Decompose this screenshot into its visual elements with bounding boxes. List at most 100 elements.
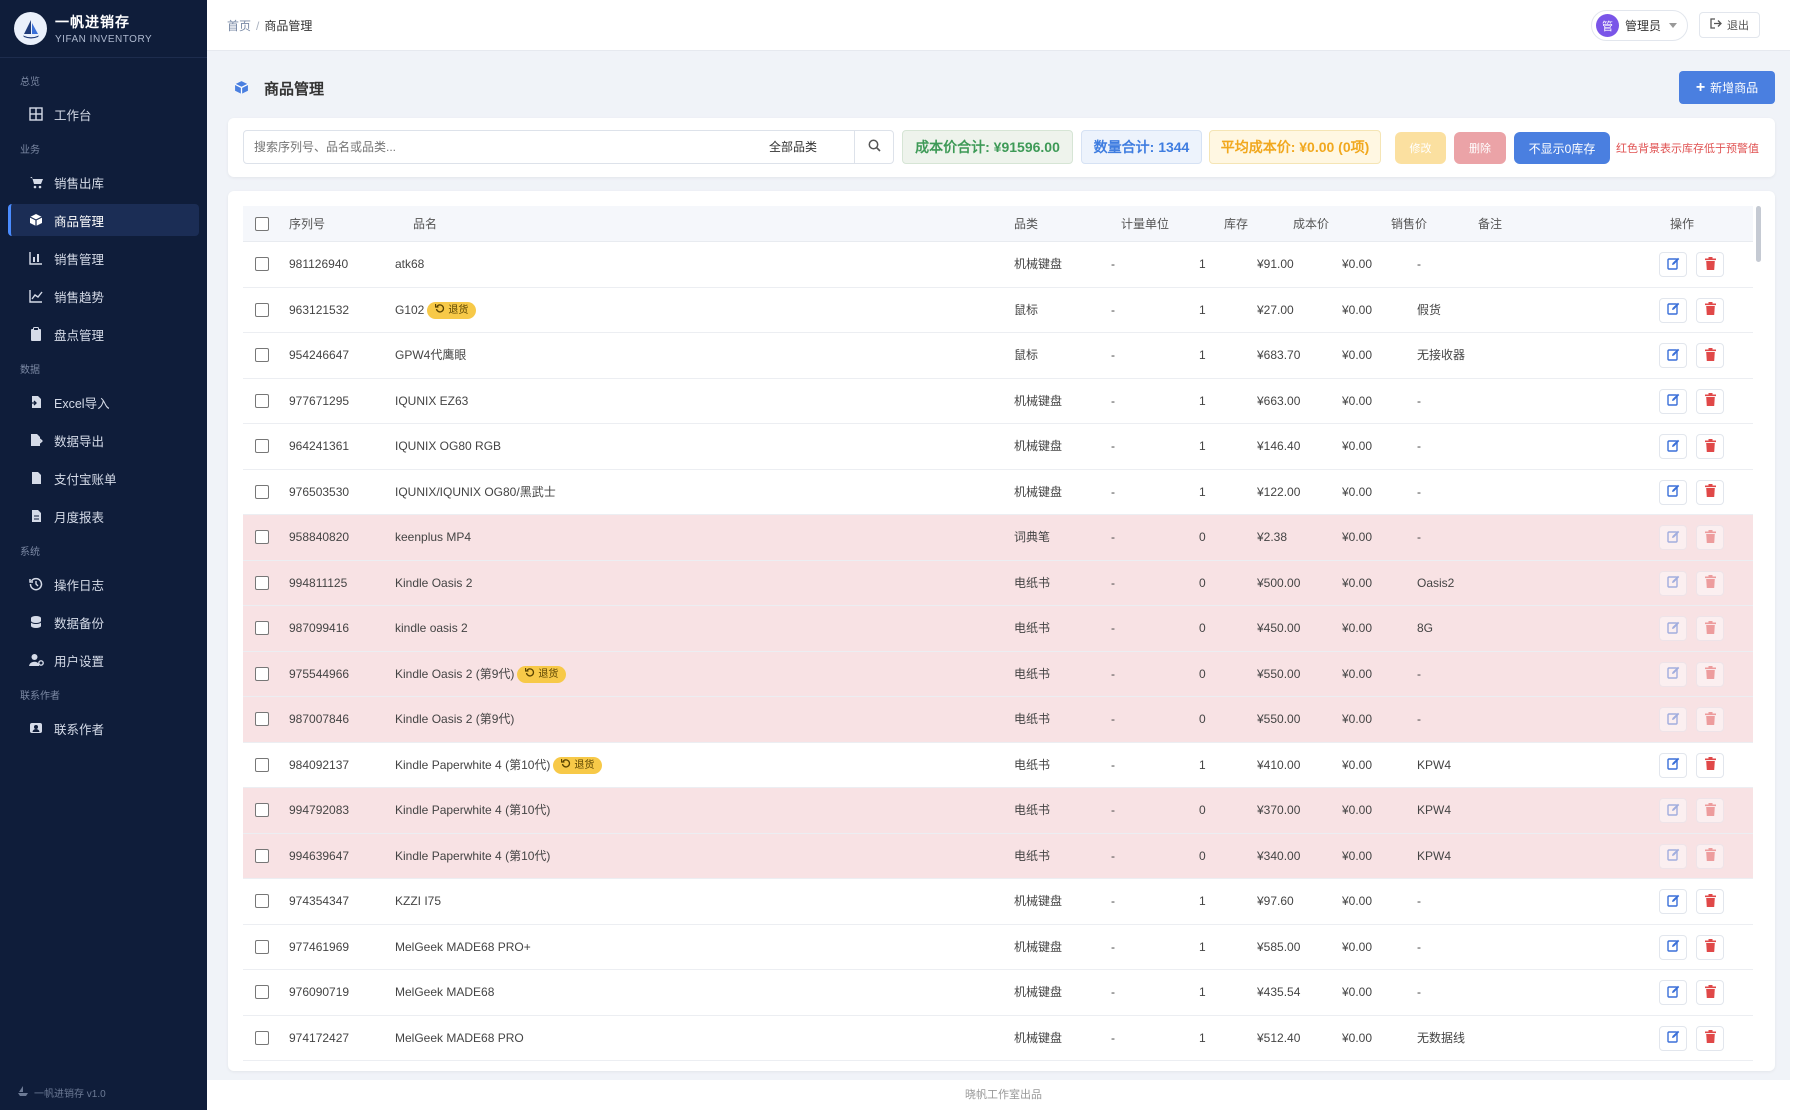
row-checkbox[interactable] xyxy=(255,712,269,726)
sidebar-item-inventory-check[interactable]: 盘点管理 xyxy=(8,318,199,350)
delete-button[interactable] xyxy=(1696,479,1724,505)
sidebar-item-excel-import[interactable]: Excel导入 xyxy=(8,386,199,418)
table-row[interactable]: 994811125 电纸书 - 0 ¥500.00 ¥0.00 Oasis2 Kindle O… xyxy=(243,560,1753,606)
edit-button[interactable] xyxy=(1659,980,1687,1005)
sidebar-item-sales-trend[interactable]: 销售趋势 xyxy=(8,280,199,312)
edit-button[interactable] xyxy=(1659,434,1687,459)
edit-button[interactable] xyxy=(1659,297,1687,323)
row-checkbox[interactable] xyxy=(255,621,269,635)
delete-button[interactable] xyxy=(1696,525,1724,550)
sidebar-item-data-backup[interactable]: 数据备份 xyxy=(8,606,199,638)
row-checkbox[interactable] xyxy=(255,393,269,408)
table-row[interactable]: 958840820 词典笔 - 0 ¥2.38 ¥0.00 - keenplus MP4 xyxy=(243,515,1753,561)
edit-button[interactable] xyxy=(1659,616,1687,641)
delete-button[interactable] xyxy=(1696,252,1724,277)
delete-button[interactable] xyxy=(1696,752,1724,778)
table-row[interactable]: 976090719 机械键盘 - 1 ¥435.54 ¥0.00 - MelGeek MADE… xyxy=(243,970,1753,1016)
delete-button[interactable] xyxy=(1696,661,1724,687)
search-input[interactable] xyxy=(243,130,793,164)
breadcrumb-home[interactable]: 首页 xyxy=(227,18,252,33)
edit-button[interactable] xyxy=(1659,525,1687,550)
hide-zero-stock-button[interactable]: 不显示0库存 xyxy=(1514,132,1610,164)
sidebar-item-data-export[interactable]: 数据导出 xyxy=(8,424,199,456)
search-button[interactable] xyxy=(854,130,894,164)
table-row[interactable]: 964241361 机械键盘 - 1 ¥146.40 ¥0.00 - IQUNIX OG80 … xyxy=(243,424,1753,470)
delete-button[interactable] xyxy=(1696,707,1724,732)
row-checkbox[interactable] xyxy=(255,348,269,362)
table-row[interactable]: 987099416 电纸书 - 0 ¥450.00 ¥0.00 8G kindle oasis… xyxy=(243,606,1753,652)
delete-button[interactable] xyxy=(1696,934,1724,960)
sidebar-item-dashboard[interactable]: 工作台 xyxy=(8,98,199,130)
edit-button[interactable] xyxy=(1659,1025,1687,1051)
row-checkbox[interactable] xyxy=(255,757,269,772)
delete-button[interactable] xyxy=(1696,798,1724,823)
row-checkbox[interactable] xyxy=(255,302,269,317)
row-checkbox[interactable] xyxy=(255,575,269,590)
delete-button[interactable] xyxy=(1696,297,1724,323)
sidebar-item-operation-log[interactable]: 操作日志 xyxy=(8,568,199,600)
sidebar-item-sales-manage[interactable]: 销售管理 xyxy=(8,242,199,274)
table-row[interactable]: 976503530 机械键盘 - 1 ¥122.00 ¥0.00 - IQUNIX/IQUNI… xyxy=(243,469,1753,515)
select-all-checkbox[interactable] xyxy=(255,217,269,231)
table-row[interactable]: 987007846 电纸书 - 0 ¥550.00 ¥0.00 - Kindle Oasis … xyxy=(243,697,1753,743)
add-product-button[interactable]: + 新增商品 xyxy=(1679,71,1775,104)
scrollbar[interactable] xyxy=(1756,206,1761,262)
delete-button[interactable] xyxy=(1696,570,1724,596)
edit-button[interactable] xyxy=(1659,388,1687,414)
edit-button[interactable] xyxy=(1659,707,1687,732)
row-checkbox[interactable] xyxy=(255,803,269,817)
edit-button[interactable] xyxy=(1659,661,1687,687)
edit-button[interactable] xyxy=(1659,343,1687,368)
logout-button[interactable]: 退出 xyxy=(1699,12,1760,38)
table-row[interactable]: 963121532 鼠标 - 1 ¥27.00 ¥0.00 假货 G102 退货 xyxy=(243,287,1753,333)
delete-button[interactable] xyxy=(1696,1025,1724,1051)
edit-button[interactable] xyxy=(1659,934,1687,960)
table-row[interactable]: 954246647 鼠标 - 1 ¥683.70 ¥0.00 无接收器 GPW4代鹰眼 xyxy=(243,333,1753,379)
delete-button[interactable] xyxy=(1696,889,1724,914)
sidebar-item-monthly-report[interactable]: 月度报表 xyxy=(8,500,199,532)
table-row[interactable]: 975544966 电纸书 - 0 ¥550.00 ¥0.00 - Kindle Oasis … xyxy=(243,651,1753,697)
sidebar-item-label: 盘点管理 xyxy=(54,328,105,343)
delete-button[interactable] xyxy=(1696,980,1724,1005)
edit-button[interactable] xyxy=(1659,479,1687,505)
edit-button[interactable] xyxy=(1659,252,1687,277)
delete-button[interactable] xyxy=(1696,616,1724,641)
delete-button[interactable] xyxy=(1696,388,1724,414)
sidebar-item-sales-out[interactable]: 销售出库 xyxy=(8,166,199,198)
delete-button[interactable] xyxy=(1696,843,1724,869)
edit-button[interactable] xyxy=(1659,798,1687,823)
row-checkbox[interactable] xyxy=(255,484,269,499)
batch-edit-button[interactable]: 修改 xyxy=(1395,132,1446,164)
sidebar-item-products[interactable]: 商品管理 xyxy=(8,204,199,236)
edit-button[interactable] xyxy=(1659,889,1687,914)
row-checkbox[interactable] xyxy=(255,939,269,954)
sidebar-item-alipay-bill[interactable]: 支付宝账单 xyxy=(8,462,199,494)
edit-button[interactable] xyxy=(1659,752,1687,778)
table-row[interactable]: 984092137 电纸书 - 1 ¥410.00 ¥0.00 KPW4 Kindle Pap… xyxy=(243,742,1753,788)
sidebar-item-contact-author[interactable]: 联系作者 xyxy=(8,712,199,744)
sidebar-item-user-settings[interactable]: 用户设置 xyxy=(8,644,199,676)
row-checkbox[interactable] xyxy=(255,257,269,271)
edit-button[interactable] xyxy=(1659,843,1687,869)
category-select[interactable]: 全部品类 xyxy=(757,130,857,164)
row-checkbox[interactable] xyxy=(255,985,269,999)
row-checkbox[interactable] xyxy=(255,894,269,908)
user-menu[interactable]: 管 管理员 xyxy=(1590,10,1688,41)
row-checkbox[interactable] xyxy=(255,666,269,681)
edit-button[interactable] xyxy=(1659,570,1687,596)
batch-delete-button[interactable]: 删除 xyxy=(1454,132,1506,164)
row-checkbox[interactable] xyxy=(255,1030,269,1045)
table-row[interactable]: 994792083 电纸书 - 0 ¥370.00 ¥0.00 KPW4 Kindle Pap… xyxy=(243,788,1753,834)
table-row[interactable]: 994639647 电纸书 - 0 ¥340.00 ¥0.00 KPW4 Kindle Pap… xyxy=(243,833,1753,879)
row-checkbox[interactable] xyxy=(255,530,269,544)
row-checkbox[interactable] xyxy=(255,439,269,453)
table-row[interactable]: 981126940 机械键盘 - 1 ¥91.00 ¥0.00 - atk68 xyxy=(243,242,1753,288)
table-row[interactable]: 974354347 机械键盘 - 1 ¥97.60 ¥0.00 - KZZI I75 xyxy=(243,879,1753,925)
table-row[interactable]: 974172427 机械键盘 - 1 ¥512.40 ¥0.00 无数据线 MelGeek M… xyxy=(243,1015,1753,1061)
delete-button[interactable] xyxy=(1696,434,1724,459)
table-row[interactable]: 977461969 机械键盘 - 1 ¥585.00 ¥0.00 - MelGeek MADE… xyxy=(243,924,1753,970)
row-checkbox[interactable] xyxy=(255,848,269,863)
cell-category: 机械键盘 xyxy=(1014,484,1063,499)
table-row[interactable]: 977671295 机械键盘 - 1 ¥663.00 ¥0.00 - IQUNIX EZ63 xyxy=(243,378,1753,424)
delete-button[interactable] xyxy=(1696,343,1724,368)
